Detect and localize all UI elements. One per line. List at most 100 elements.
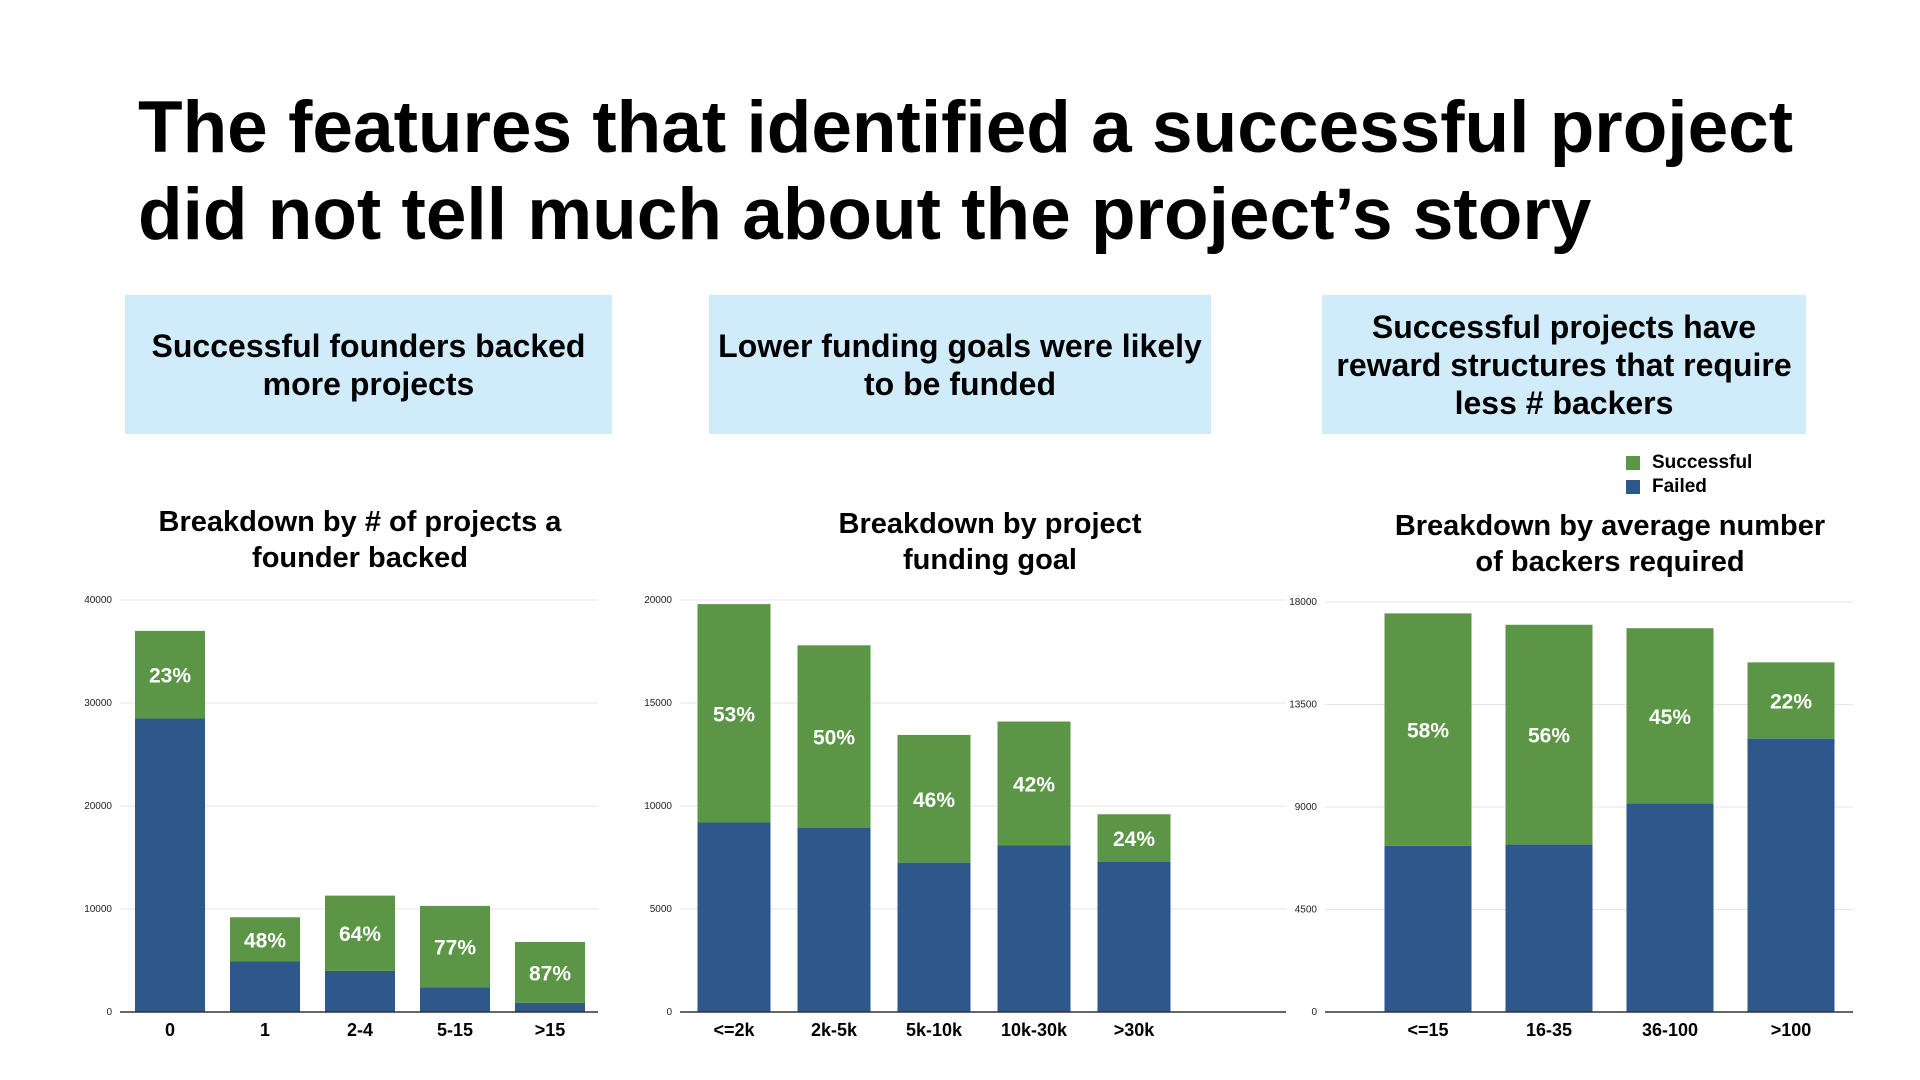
- legend-swatch-failed: [1626, 480, 1640, 494]
- bar-failed: [897, 862, 971, 1012]
- y-tick-label: 20000: [644, 595, 672, 606]
- y-tick-label: 0: [666, 1007, 672, 1018]
- legend-item-failed: Failed: [1626, 475, 1752, 499]
- bar-successful: [230, 917, 300, 962]
- chart-title-founder-backed-line-1: Breakdown by # of projects a: [158, 506, 562, 538]
- chart-title-funding-goal-line-1: Breakdown by project: [838, 508, 1142, 540]
- bar-successful: [420, 905, 490, 988]
- bar-successful: [1747, 662, 1835, 739]
- bar-failed: [325, 970, 395, 1012]
- callout-funding-goal-line-2: to be funded: [864, 365, 1056, 402]
- chart-title-funding-goal: Breakdown by project funding goal: [730, 506, 1250, 578]
- chart-backers-required: 0 4500 9000 13500 18000 58% <=15 56% 16-35 45% 36-…: [1289, 597, 1853, 1040]
- chart-legend: Successful Failed: [1626, 451, 1752, 499]
- callout-reward-structures: Successful projects have reward structur…: [1322, 295, 1806, 434]
- x-tick-label: 5k-10k: [906, 1020, 963, 1040]
- x-tick-label: <=15: [1407, 1020, 1448, 1040]
- bar-successful: [1384, 613, 1472, 846]
- y-tick-label: 0: [1311, 1007, 1317, 1018]
- bar-failed: [1626, 803, 1714, 1012]
- bar-data-label: 50%: [813, 726, 855, 749]
- bar-successful: [697, 604, 771, 823]
- bar-successful: [135, 630, 205, 719]
- x-tick-label: 2k-5k: [811, 1020, 858, 1040]
- chart-funding-goal: 0 5000 10000 15000 20000 53% <=2k 50% 2k-5k 46% 5k…: [644, 595, 1286, 1040]
- legend-item-successful: Successful: [1626, 451, 1752, 475]
- bar-data-label: 45%: [1649, 706, 1691, 729]
- bar-data-label: 46%: [913, 789, 955, 812]
- bar-successful: [325, 895, 395, 971]
- x-tick-label: 0: [165, 1020, 175, 1040]
- x-tick-label: 5-15: [437, 1020, 473, 1040]
- bar-failed: [997, 845, 1071, 1012]
- chart-title-backers-required-line-2: of backers required: [1475, 546, 1745, 578]
- bar-successful: [515, 941, 585, 1003]
- bar-data-label: 42%: [1013, 773, 1055, 796]
- x-tick-label: >100: [1771, 1020, 1812, 1040]
- bar-failed: [515, 1002, 585, 1012]
- y-tick-label: 10000: [84, 904, 112, 915]
- x-tick-label: 10k-30k: [1001, 1020, 1068, 1040]
- callout-reward-structures-line-3: less # backers: [1454, 384, 1674, 421]
- x-tick-label: 1: [260, 1020, 270, 1040]
- slide-title: The features that identified a successfu…: [138, 84, 1838, 258]
- bar-failed: [230, 961, 300, 1012]
- y-tick-label: 13500: [1289, 700, 1317, 711]
- y-tick-label: 10000: [644, 801, 672, 812]
- bar-data-label: 87%: [529, 962, 571, 985]
- bar-data-label: 53%: [713, 703, 755, 726]
- callout-reward-structures-line-1: Successful projects have: [1371, 308, 1757, 345]
- chart-title-founder-backed-line-2: founder backed: [252, 542, 468, 574]
- chart-title-backers-required: Breakdown by average number of backers r…: [1340, 508, 1880, 580]
- y-tick-label: 4500: [1295, 905, 1318, 916]
- bar-failed: [420, 987, 490, 1012]
- y-tick-label: 20000: [84, 801, 112, 812]
- x-tick-label: 2-4: [347, 1020, 373, 1040]
- bar-failed: [135, 718, 205, 1012]
- bar-data-label: 64%: [339, 923, 381, 946]
- y-tick-label: 15000: [644, 698, 672, 709]
- legend-label-failed: Failed: [1652, 476, 1707, 497]
- bar-data-label: 22%: [1770, 691, 1812, 714]
- x-tick-label: 16-35: [1526, 1020, 1572, 1040]
- bar-failed: [1097, 861, 1171, 1012]
- chart-title-backers-required-line-1: Breakdown by average number: [1394, 510, 1826, 542]
- callout-founders: Successful founders backed more projects: [125, 295, 612, 434]
- callout-founders-line-2: more projects: [262, 365, 475, 402]
- x-tick-label: 36-100: [1642, 1020, 1698, 1040]
- bar-failed: [1505, 844, 1593, 1012]
- bar-data-label: 23%: [149, 665, 191, 688]
- bar-successful: [1097, 814, 1171, 862]
- y-tick-label: 5000: [650, 904, 673, 915]
- legend-label-successful: Successful: [1652, 452, 1753, 473]
- bar-failed: [797, 827, 871, 1012]
- slide-title-line-2: did not tell much about the project’s st…: [138, 174, 1592, 255]
- y-tick-label: 9000: [1295, 802, 1318, 813]
- chart-title-funding-goal-line-2: funding goal: [903, 544, 1077, 576]
- bar-failed: [697, 822, 771, 1012]
- chart-founder-backed: 0 10000 20000 30000 40000 23% 0 48% 1 64% 2-4 77% 5-…: [84, 595, 598, 1040]
- callout-funding-goal: Lower funding goals were likely to be fu…: [709, 295, 1211, 434]
- bar-data-label: 58%: [1407, 720, 1449, 743]
- legend-swatch-successful: [1626, 456, 1640, 470]
- bar-data-label: 56%: [1528, 725, 1570, 748]
- x-tick-label: >30k: [1114, 1020, 1156, 1040]
- x-tick-label: <=2k: [713, 1020, 755, 1040]
- bar-data-label: 24%: [1113, 828, 1155, 851]
- bar-successful: [997, 721, 1071, 846]
- callout-founders-line-1: Successful founders backed: [151, 327, 586, 364]
- x-tick-label: >15: [535, 1020, 566, 1040]
- bar-failed: [1747, 738, 1835, 1012]
- y-tick-label: 40000: [84, 595, 112, 606]
- bar-successful: [1626, 628, 1714, 804]
- chart-title-founder-backed: Breakdown by # of projects a founder bac…: [100, 504, 620, 576]
- callout-funding-goal-line-1: Lower funding goals were likely: [718, 327, 1202, 364]
- bar-successful: [1505, 624, 1593, 845]
- slide-title-line-1: The features that identified a successfu…: [138, 87, 1794, 168]
- callout-reward-structures-line-2: reward structures that require: [1336, 346, 1792, 383]
- bar-data-label: 48%: [244, 929, 286, 952]
- y-tick-label: 0: [106, 1007, 112, 1018]
- bar-successful: [797, 645, 871, 828]
- y-tick-label: 18000: [1289, 597, 1317, 608]
